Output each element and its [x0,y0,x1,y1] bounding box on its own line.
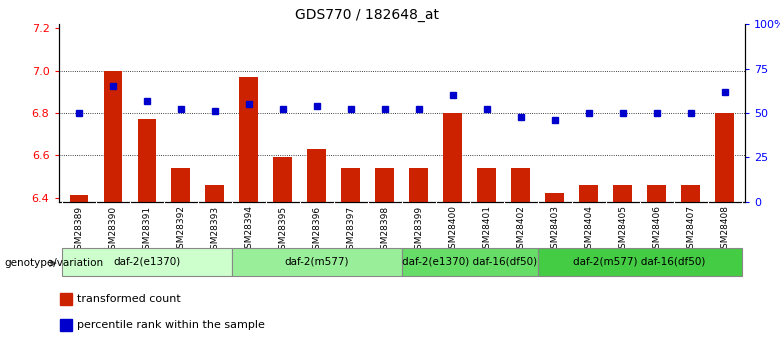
Bar [342,168,360,202]
Text: GSM28392: GSM28392 [176,205,186,254]
Text: GSM28404: GSM28404 [584,205,593,254]
Text: GSM28407: GSM28407 [686,205,695,254]
Text: genotype/variation: genotype/variation [4,258,103,268]
Bar [511,168,530,202]
Text: GSM28393: GSM28393 [211,205,219,255]
Text: GSM28394: GSM28394 [244,205,254,254]
FancyBboxPatch shape [232,248,402,276]
FancyBboxPatch shape [62,248,232,276]
Bar [69,196,88,202]
Text: GSM28408: GSM28408 [720,205,729,254]
Bar [239,77,258,202]
Text: GSM28396: GSM28396 [312,205,321,255]
Text: GSM28405: GSM28405 [618,205,627,254]
Text: GSM28402: GSM28402 [516,205,525,254]
Text: GSM28389: GSM28389 [74,205,83,255]
Text: daf-2(m577): daf-2(m577) [285,257,349,267]
Text: GSM28391: GSM28391 [142,205,151,255]
Bar [580,185,598,202]
Text: GSM28401: GSM28401 [482,205,491,254]
Bar [613,185,632,202]
Title: GDS770 / 182648_at: GDS770 / 182648_at [296,8,439,22]
Text: daf-2(m577) daf-16(df50): daf-2(m577) daf-16(df50) [573,257,706,267]
Text: GSM28406: GSM28406 [652,205,661,254]
Bar [172,168,190,202]
Bar [477,168,496,202]
Bar [205,185,224,202]
Text: percentile rank within the sample: percentile rank within the sample [77,320,265,330]
Bar [104,71,122,202]
Text: GSM28400: GSM28400 [448,205,457,254]
Text: daf-2(e1370) daf-16(df50): daf-2(e1370) daf-16(df50) [402,257,537,267]
Text: GSM28395: GSM28395 [278,205,287,255]
Bar [375,168,394,202]
Text: GSM28397: GSM28397 [346,205,355,255]
Bar [410,168,428,202]
Bar [307,149,326,202]
Bar [715,113,734,202]
Text: GSM28398: GSM28398 [380,205,389,255]
FancyBboxPatch shape [402,248,537,276]
Bar [545,193,564,202]
Bar [60,293,73,305]
Bar [443,113,462,202]
Bar [60,319,73,331]
Text: GSM28399: GSM28399 [414,205,424,255]
Text: daf-2(e1370): daf-2(e1370) [113,257,180,267]
Text: GSM28390: GSM28390 [108,205,117,255]
Text: GSM28403: GSM28403 [550,205,559,254]
Bar [274,157,292,202]
Bar [647,185,666,202]
Bar [137,119,156,202]
FancyBboxPatch shape [537,248,742,276]
Text: transformed count: transformed count [77,294,181,304]
Bar [681,185,700,202]
